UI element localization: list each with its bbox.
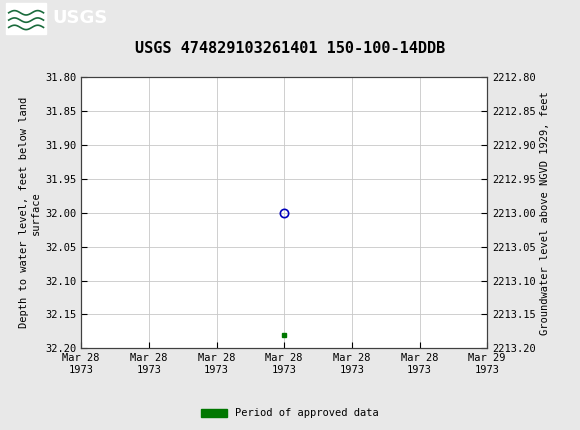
Text: USGS 474829103261401 150-100-14DDB: USGS 474829103261401 150-100-14DDB	[135, 41, 445, 56]
Text: USGS: USGS	[52, 9, 107, 27]
Bar	[6, 3, 46, 34]
Legend: Period of approved data: Period of approved data	[197, 404, 383, 423]
Y-axis label: Depth to water level, feet below land
surface: Depth to water level, feet below land su…	[19, 97, 41, 329]
Y-axis label: Groundwater level above NGVD 1929, feet: Groundwater level above NGVD 1929, feet	[540, 91, 550, 335]
